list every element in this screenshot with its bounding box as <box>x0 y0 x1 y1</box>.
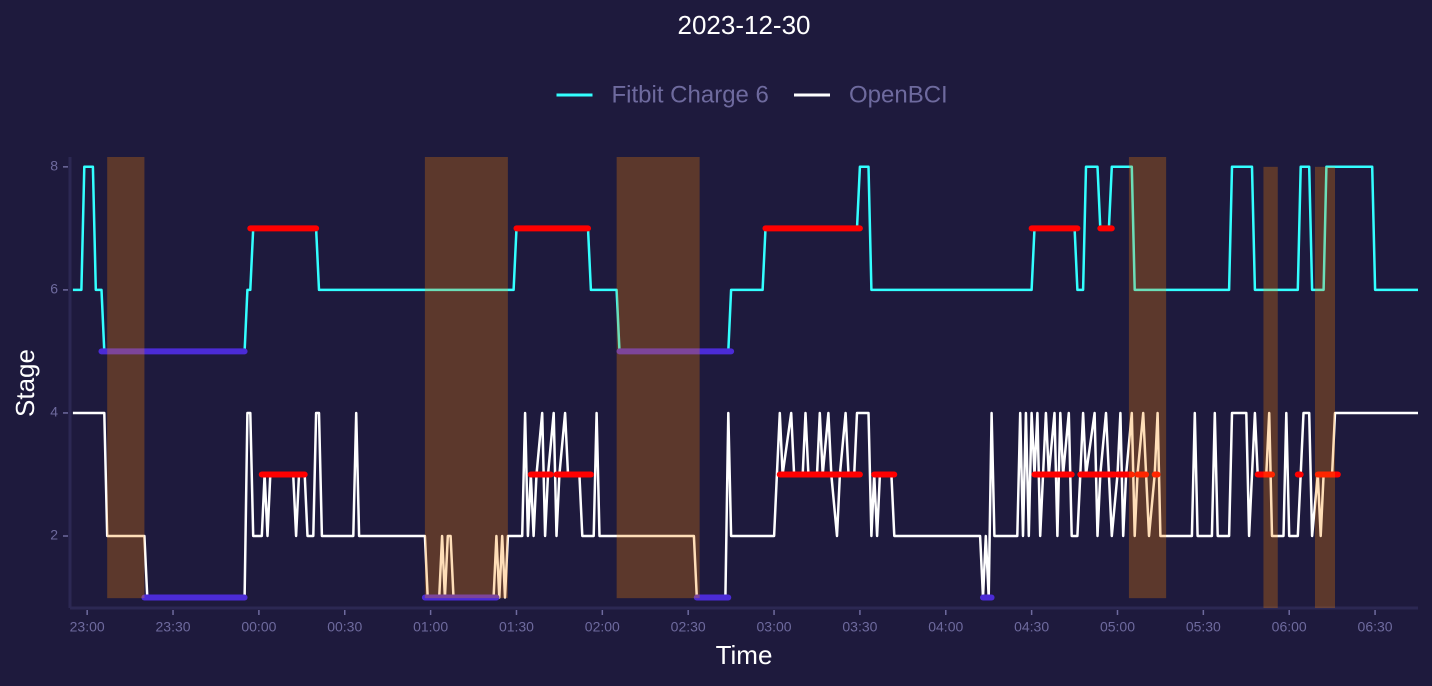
x-tick-label: 01:00 <box>413 619 448 635</box>
x-tick-label: 01:30 <box>499 619 534 635</box>
shaded-span <box>616 157 700 599</box>
y-tick-label: 6 <box>50 281 58 297</box>
x-tick-label: 05:00 <box>1100 619 1135 635</box>
shaded-span <box>1128 157 1167 599</box>
legend: Fitbit Charge 6 OpenBCI <box>556 81 948 108</box>
x-tick-label: 03:00 <box>757 619 792 635</box>
x-tick-label: 06:30 <box>1358 619 1393 635</box>
shaded-span <box>1314 166 1336 608</box>
x-tick-label: 02:00 <box>585 619 620 635</box>
shaded-span <box>107 157 145 599</box>
x-tick-label: 03:30 <box>842 619 877 635</box>
shaded-span <box>424 157 508 599</box>
x-tick-label: 23:00 <box>70 619 105 635</box>
x-tick-label: 05:30 <box>1186 619 1221 635</box>
y-tick-label: 4 <box>50 404 58 420</box>
series-line <box>72 411 1418 599</box>
legend-label: Fitbit Charge 6 <box>612 81 769 108</box>
legend-label: OpenBCI <box>849 81 948 108</box>
x-tick-label: 04:00 <box>928 619 963 635</box>
shaded-span <box>1263 166 1278 608</box>
y-axis-title: Stage <box>10 349 40 417</box>
x-tick-label: 06:00 <box>1272 619 1307 635</box>
chart-title: 2023-12-30 <box>678 10 811 40</box>
x-axis-title: Time <box>716 640 773 670</box>
x-tick-label: 02:30 <box>671 619 706 635</box>
series-line <box>72 165 1418 353</box>
y-tick-label: 2 <box>50 527 58 543</box>
x-tick-label: 00:30 <box>327 619 362 635</box>
x-tick-label: 00:00 <box>241 619 276 635</box>
y-tick-label: 8 <box>50 158 58 174</box>
x-tick-label: 04:30 <box>1014 619 1049 635</box>
x-tick-label: 23:30 <box>156 619 191 635</box>
